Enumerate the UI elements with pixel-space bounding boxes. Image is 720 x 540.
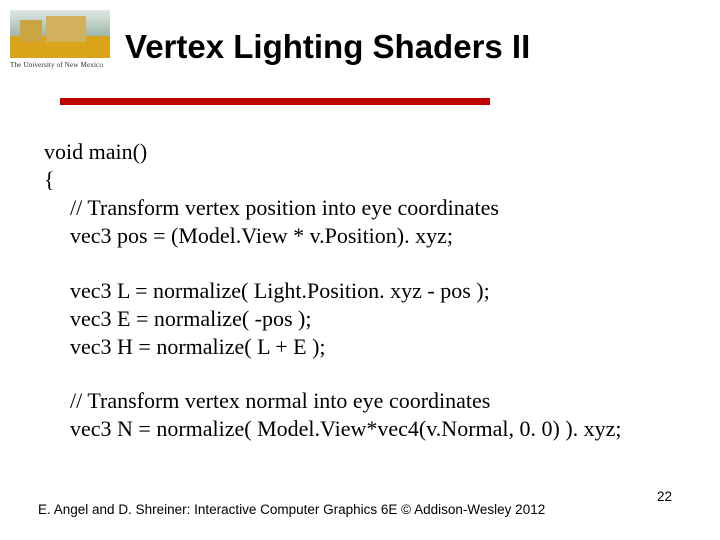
footer-attribution: E. Angel and D. Shreiner: Interactive Co… <box>38 502 618 518</box>
university-logo-caption: The University of New Mexico <box>10 61 110 69</box>
code-line: vec3 H = normalize( L + E ); <box>44 333 684 361</box>
logo-building <box>20 20 42 42</box>
code-line: // Transform vertex normal into eye coor… <box>44 387 684 415</box>
code-line: vec3 pos = (Model.View * v.Position). xy… <box>44 222 684 250</box>
code-line: vec3 L = normalize( Light.Position. xyz … <box>44 277 684 305</box>
logo-building <box>46 16 86 42</box>
slide: The University of New Mexico Vertex Ligh… <box>0 0 720 540</box>
code-line: // Transform vertex position into eye co… <box>44 194 684 222</box>
code-indent: // Transform vertex position into eye co… <box>44 194 684 250</box>
university-logo-image <box>10 10 110 58</box>
code-line: void main() <box>44 138 684 166</box>
code-block: vec3 L = normalize( Light.Position. xyz … <box>44 277 684 361</box>
code-content: void main() { // Transform vertex positi… <box>44 138 684 469</box>
code-block: void main() { // Transform vertex positi… <box>44 138 684 251</box>
code-line: vec3 N = normalize( Model.View*vec4(v.No… <box>44 415 684 443</box>
title-divider <box>60 98 490 105</box>
code-line: { <box>44 166 684 194</box>
code-line: vec3 E = normalize( -pos ); <box>44 305 684 333</box>
page-number: 22 <box>657 489 672 504</box>
code-block: // Transform vertex normal into eye coor… <box>44 387 684 443</box>
university-logo: The University of New Mexico <box>10 10 110 69</box>
slide-title: Vertex Lighting Shaders II <box>125 28 530 66</box>
